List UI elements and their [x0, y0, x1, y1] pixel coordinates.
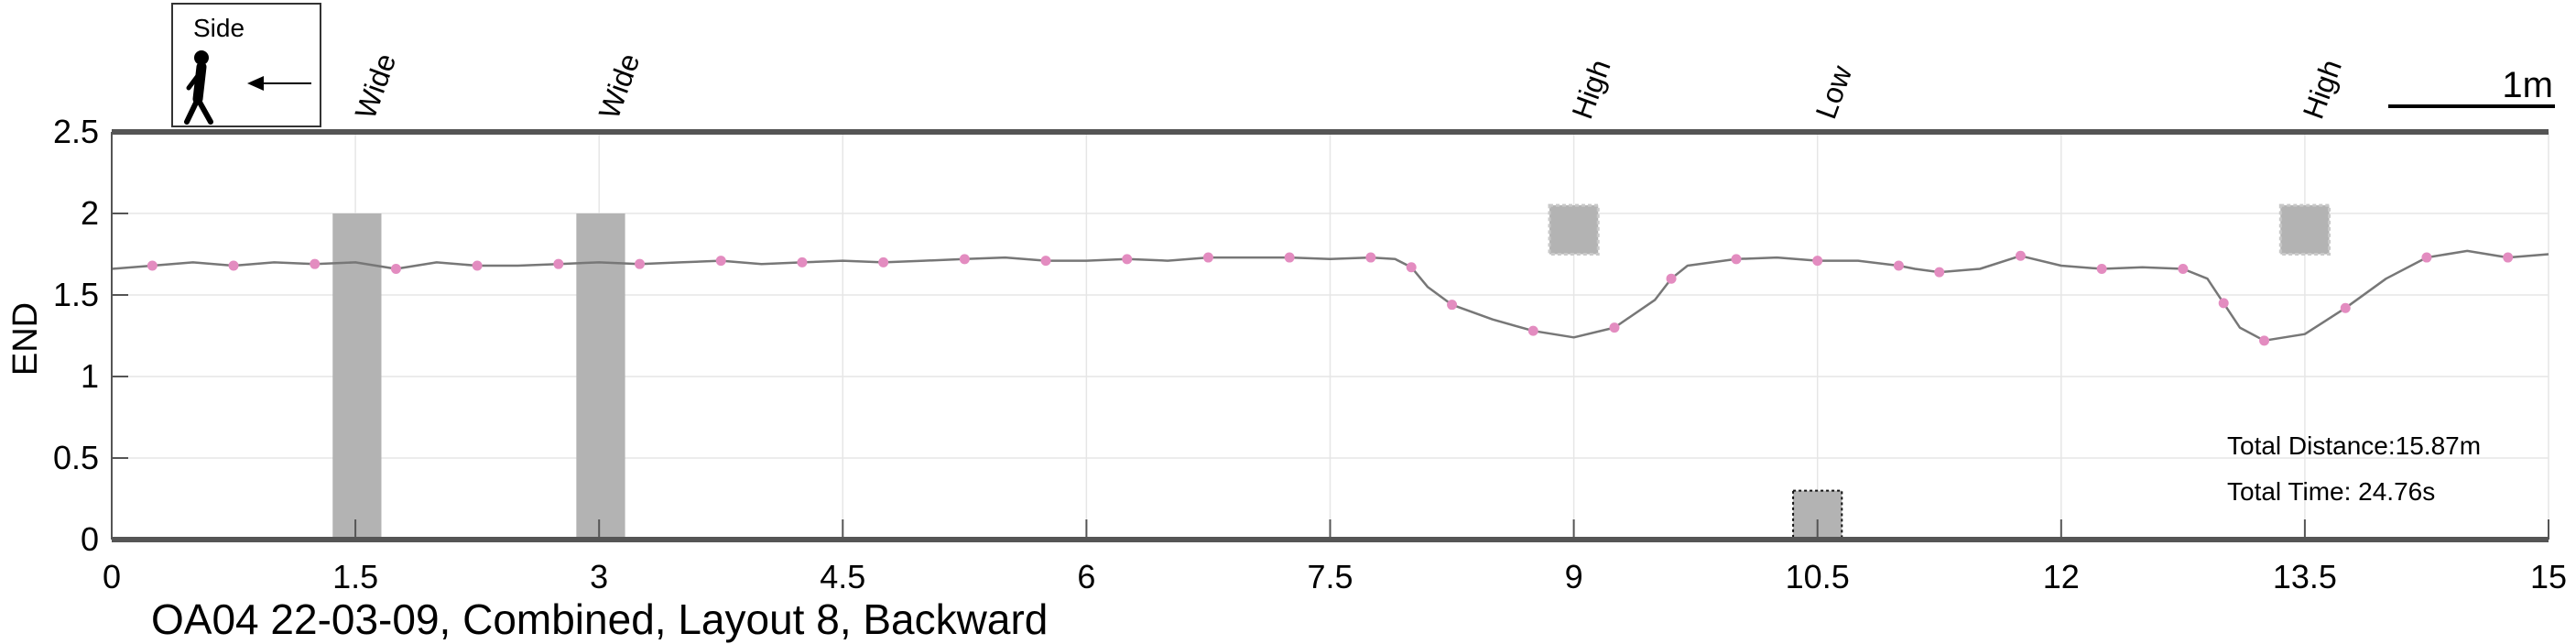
data-point	[1122, 254, 1133, 265]
data-point	[2340, 302, 2351, 313]
x-tick-label: 3	[590, 558, 608, 595]
obstacle-label: Wide	[349, 49, 403, 124]
obstacle-labels: Wide Wide High Low High	[349, 49, 2348, 124]
data-point	[635, 258, 646, 269]
data-point	[1934, 267, 1945, 278]
y-tick-label: 0	[81, 520, 99, 558]
walking-person-icon	[184, 50, 213, 125]
data-point	[2421, 252, 2432, 263]
x-tick-label: 6	[1077, 558, 1095, 595]
x-tick-label: 7.5	[1307, 558, 1353, 595]
data-point	[878, 257, 889, 267]
data-point	[1609, 322, 1620, 333]
data-point	[2218, 298, 2229, 309]
data-point	[1812, 256, 1823, 267]
obstacle-wide	[332, 213, 382, 540]
direction-legend-label: Side	[193, 14, 245, 42]
obstacle-label: High	[1565, 55, 1616, 123]
data-point	[1666, 273, 1677, 284]
x-tick-label: 4.5	[820, 558, 865, 595]
obstacle-label: High	[2297, 55, 2348, 123]
x-tick-label: 10.5	[1786, 558, 1850, 595]
data-point	[1406, 262, 1417, 273]
y-tick-label: 2	[81, 194, 99, 232]
data-point	[1202, 252, 1213, 263]
data-point	[797, 257, 808, 267]
total-time: Total Time: 24.76s	[2227, 477, 2435, 506]
x-tick-label: 12	[2043, 558, 2080, 595]
data-point	[2096, 264, 2107, 275]
data-point	[1447, 300, 1458, 311]
y-tick-label: 1	[81, 357, 99, 395]
data-point	[1731, 254, 1742, 265]
y-tick-label: 0.5	[53, 439, 99, 476]
obstacle-label: Low	[1809, 60, 1858, 123]
series	[111, 249, 2549, 346]
data-point	[959, 254, 970, 265]
x-tick-label: 0	[103, 558, 121, 595]
data-point	[1893, 260, 1904, 271]
data-point	[2259, 335, 2270, 346]
y-tick-label: 1.5	[53, 276, 99, 313]
direction-legend: Side	[171, 3, 321, 127]
x-tick-label: 9	[1565, 558, 1583, 595]
data-point	[1284, 252, 1295, 263]
data-point	[715, 256, 726, 267]
data-point	[147, 260, 158, 271]
arrow-left-icon	[247, 76, 311, 91]
obstacle-label: Wide	[592, 49, 647, 124]
grid	[111, 131, 2549, 540]
data-point	[228, 260, 239, 271]
axes	[111, 129, 2549, 542]
obstacle-high	[1548, 203, 1600, 257]
scale-bar-label: 1m	[2502, 65, 2553, 105]
scale-bar: 1m	[2388, 65, 2555, 108]
total-distance: Total Distance:15.87m	[2227, 431, 2481, 460]
x-tick-label: 1.5	[332, 558, 378, 595]
data-point	[2015, 250, 2026, 261]
data-point	[1527, 325, 1538, 336]
data-point	[2503, 252, 2514, 263]
data-point	[1365, 252, 1376, 263]
data-point	[390, 264, 401, 275]
chart-title: OA04 22-03-09, Combined, Layout 8, Backw…	[151, 595, 1048, 643]
data-point	[472, 260, 483, 271]
tick-labels: 0 1.5 3 4.5 6 7.5 9 10.5 12 13.5 15 0 0.5 1 1.5 2 2.5	[53, 113, 2567, 595]
obstacle-wide	[576, 213, 625, 540]
obstacles	[332, 203, 2331, 540]
obstacle-high	[2278, 203, 2331, 257]
x-tick-label: 13.5	[2273, 558, 2337, 595]
y-tick-label: 2.5	[53, 113, 99, 150]
x-tick-label: 15	[2530, 558, 2567, 595]
data-point	[310, 258, 321, 269]
data-point	[553, 258, 564, 269]
data-point	[1040, 256, 1051, 267]
y-axis-label: END	[6, 302, 45, 376]
data-point	[2178, 264, 2189, 275]
